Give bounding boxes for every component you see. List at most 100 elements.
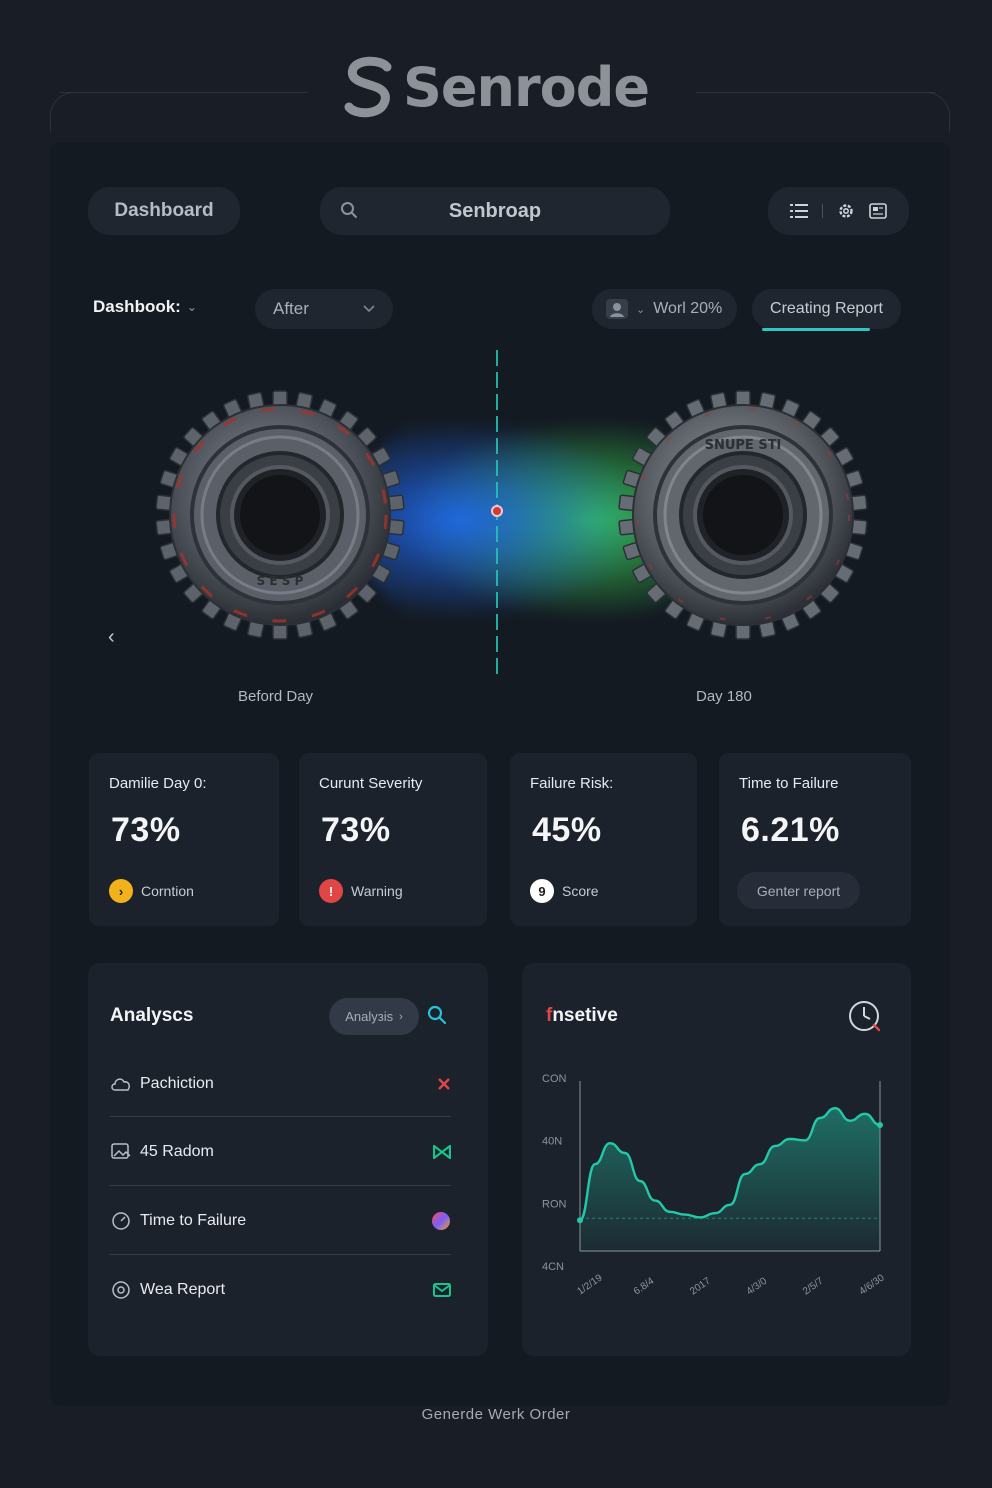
dashbook-title: Dashbook: [93, 297, 181, 316]
x-tick-label: 6.8/4 [632, 1275, 657, 1297]
worl-filter[interactable]: ⌄ Worl 20% [592, 289, 737, 329]
user-icon [606, 299, 628, 319]
metric-status: 9 Score [530, 879, 599, 903]
x-tick-label: 1/2/19 [575, 1272, 604, 1297]
insight-title-rest: nsetive [552, 1005, 618, 1026]
after-caption: Day 180 [696, 688, 752, 705]
footer-label: Generde Werk Order [421, 1406, 571, 1423]
before-caption: Beford Day [238, 688, 314, 705]
progress-underline [762, 328, 870, 331]
y-tick-label: RON [542, 1198, 567, 1210]
x-tick-label: 4/6/30 [857, 1272, 886, 1297]
analysis-chip[interactable]: Analyзis › [329, 998, 419, 1035]
brand-name: Senrode [403, 55, 650, 119]
row-divider [110, 1254, 451, 1255]
list-item[interactable]: Pachiction [110, 1049, 451, 1118]
metric-status: ! Warning [319, 879, 403, 903]
list-item[interactable]: Time to Failure [110, 1186, 451, 1255]
gear-after-image: SNUPE STI [618, 390, 868, 640]
metric-status-label: Score [562, 883, 599, 899]
insight-title: fnsetive [546, 1005, 618, 1027]
metric-title: Curunt Severity [319, 775, 423, 792]
metric-card-damage: Damilie Day 0: 73% › Corntion [89, 753, 279, 926]
chevron-right-icon: › [399, 1010, 403, 1023]
dashbook-selector[interactable]: Dashbook: ⌄ [93, 297, 197, 317]
warning-badge-icon: ! [319, 879, 343, 903]
chevron-down-icon: ⌄ [636, 303, 646, 316]
filter-select[interactable]: After [255, 289, 393, 329]
search-icon[interactable] [427, 1005, 447, 1025]
insight-panel: fnsetive CON 40N RON 4CN 1/2/19 6.8/4 2017 4/3/… [522, 963, 911, 1356]
metric-value: 6.21% [741, 811, 840, 849]
gear-comparison: S E S P SNUPE STI [100, 350, 900, 680]
y-tick-label: CON [542, 1073, 567, 1085]
metric-status: › Corntion [109, 879, 194, 903]
list-item-label: 45 Radom [140, 1142, 214, 1160]
list-item-label: Pachiction [140, 1074, 214, 1092]
chevron-down-icon [363, 305, 375, 313]
row-divider [110, 1185, 451, 1186]
analysis-chip-label: Analyзis [345, 1009, 394, 1024]
score-badge-icon: 9 [530, 879, 554, 903]
creating-report-label: Creating Report [770, 300, 883, 317]
analysis-panel: Analyscs Analyзis › Pachiction 45 Radom [88, 963, 488, 1356]
chevron-badge-icon: › [109, 879, 133, 903]
at-icon [112, 1280, 130, 1299]
list-item-label: Wea Report [140, 1280, 226, 1298]
search-value: Senbroap [448, 199, 542, 222]
dashboard-button[interactable]: Dashboard [88, 187, 240, 235]
gear-before-image: S E S P [155, 390, 405, 640]
list-item-label: Time to Failure [140, 1211, 247, 1229]
x-tick-label: 2017 [688, 1275, 713, 1297]
list-item[interactable]: Wea Report [110, 1255, 451, 1324]
metric-title: Time to Failure [739, 775, 839, 792]
metric-title: Failure Risk: [530, 775, 614, 792]
clock-icon[interactable] [848, 999, 882, 1033]
series-line [578, 1106, 881, 1222]
metric-title: Damilie Day 0: [109, 775, 207, 792]
list-icon[interactable] [790, 203, 808, 219]
filter-select-value: After [273, 299, 309, 318]
gauge-icon [112, 1211, 130, 1230]
metric-value: 73% [111, 811, 181, 849]
gear-before-lettering: S E S P [257, 574, 304, 588]
data-point [877, 1122, 883, 1128]
frame-decoration-line [696, 92, 936, 93]
worl-filter-label: Worl 20% [653, 300, 723, 317]
gear-icon[interactable] [837, 202, 855, 220]
senrode-logo-icon [344, 56, 392, 118]
cloud-icon [111, 1077, 130, 1091]
comparison-handle[interactable] [491, 505, 503, 517]
y-tick-label: 4CN [542, 1261, 564, 1273]
chevron-left-icon[interactable]: ‹ [108, 626, 115, 648]
gear-after-lettering: SNUPE STI [705, 438, 782, 453]
y-tick-label: 40N [542, 1136, 562, 1148]
data-point [577, 1217, 583, 1224]
creating-report-button[interactable]: Creating Report [752, 289, 901, 331]
generate-report-button[interactable]: Genter report [737, 872, 860, 909]
search-icon [341, 202, 357, 218]
metric-value: 73% [321, 811, 391, 849]
x-tick-label: 4/3/0 [745, 1275, 770, 1297]
insight-title-glyph: f [546, 1005, 553, 1026]
series-area [580, 1108, 880, 1251]
insight-area-chart: CON 40N RON 4CN 1/2/19 6.8/4 2017 4/3/0 2/5/7 4/6… [542, 1073, 887, 1297]
metric-card-failure-risk: Failure Risk: 45% 9 Score [510, 753, 697, 926]
brand-logo: Senrode [0, 52, 992, 122]
bowtie-icon [433, 1144, 451, 1159]
toolbar-separator [822, 204, 823, 218]
close-icon [438, 1077, 450, 1090]
dashboard-button-label: Dashboard [114, 200, 214, 221]
search-input[interactable]: Senbroap [320, 187, 670, 235]
metric-card-severity: Curunt Severity 73% ! Warning [299, 753, 487, 926]
toolbar-icons [768, 187, 909, 235]
list-item[interactable]: 45 Radom [110, 1117, 451, 1186]
x-tick-label: 2/5/7 [801, 1275, 826, 1297]
frame-decoration-corner [50, 92, 80, 132]
envelope-icon [433, 1282, 451, 1297]
image-icon [111, 1142, 131, 1159]
row-divider [110, 1116, 451, 1117]
newspaper-icon[interactable] [869, 203, 887, 219]
color-ball-icon [432, 1211, 450, 1230]
metric-card-time-to-failure: Time to Failure 6.21% Genter report [719, 753, 911, 926]
